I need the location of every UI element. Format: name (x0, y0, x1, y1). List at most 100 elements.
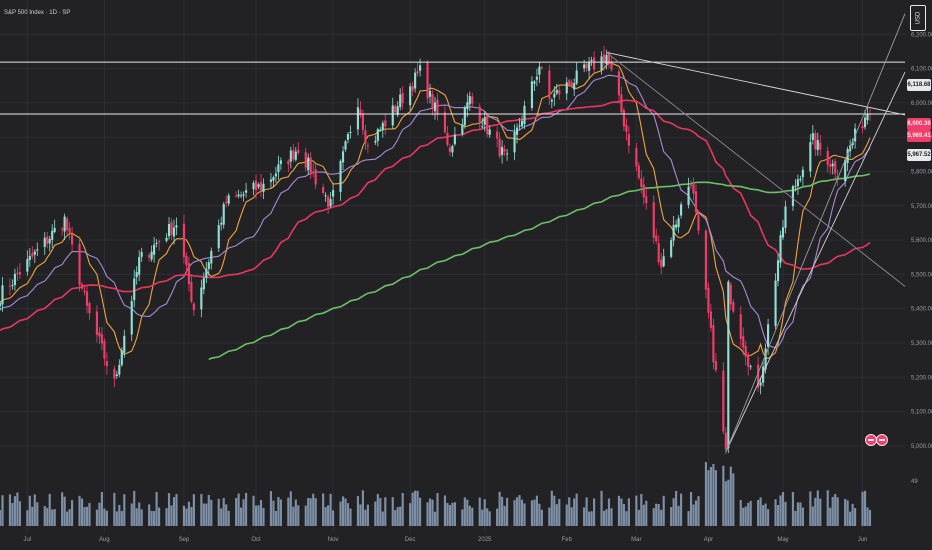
candle-body (478, 106, 481, 124)
candle-body (635, 148, 638, 167)
candle-body (767, 324, 770, 347)
volume-bar (466, 499, 469, 526)
volume-bar (262, 507, 265, 526)
candle-body (269, 179, 273, 182)
price-tick-label: 6,000.00 (911, 101, 932, 107)
price-tick-label: 5,600.00 (911, 238, 932, 244)
candle-body (384, 120, 387, 127)
candle-body (506, 153, 509, 155)
volume-label: 49 (911, 479, 918, 485)
alert-icon[interactable] (865, 434, 877, 446)
candle-body (687, 186, 690, 205)
volume-bar (428, 498, 432, 526)
candle-body (80, 284, 84, 289)
volume-bar (8, 494, 12, 526)
ma-line-50 (0, 99, 871, 332)
candle-body (411, 85, 414, 91)
candle-body (697, 215, 700, 231)
candle-body (78, 243, 81, 285)
volume-bar (732, 473, 735, 526)
candle-body (329, 199, 332, 207)
candle-body (637, 165, 640, 179)
level-label-6118[interactable]: 6,118.68 (907, 79, 931, 91)
candle-body (155, 242, 158, 244)
volume-bar (724, 481, 727, 526)
price-tick-label: 5,100.00 (911, 410, 932, 416)
volume-bar (826, 490, 829, 526)
candle-body (210, 250, 213, 264)
candle-body (814, 133, 817, 150)
candle-body (409, 86, 412, 106)
volume-bar (287, 497, 290, 526)
candle-body (732, 302, 735, 312)
candle-body (202, 278, 205, 290)
candle-body (836, 176, 839, 179)
volume-bar (675, 490, 678, 526)
candle-body (205, 268, 208, 278)
candle-body (18, 271, 21, 275)
volume-bar (225, 504, 228, 526)
candle-body (379, 129, 382, 131)
currency-button[interactable]: USD (910, 5, 926, 31)
volume-bar (175, 494, 178, 526)
candle-body (784, 206, 787, 228)
candle-body (709, 311, 712, 328)
volume-bar (784, 501, 787, 526)
candle-body (153, 244, 156, 255)
candle-body (799, 178, 802, 181)
volume-bar (366, 504, 369, 526)
candle-body (625, 124, 628, 132)
candle-body (677, 218, 680, 227)
volume-bar (553, 495, 556, 526)
candle-body (565, 82, 568, 94)
trendlines[interactable] (0, 13, 906, 453)
candle-body (523, 105, 526, 124)
ma-line-10 (0, 62, 871, 360)
volume-bar (245, 492, 248, 526)
volume-bar (411, 492, 414, 526)
volume-bar (80, 498, 84, 526)
candle-body (361, 114, 364, 131)
volume-bar (866, 507, 869, 526)
candle-body (85, 291, 89, 306)
volume-bar (165, 508, 168, 526)
candle-body (533, 81, 536, 84)
level-label-6000[interactable]: 6,000.36 (907, 118, 931, 130)
candle-body (71, 233, 74, 245)
candle-body (235, 195, 238, 197)
volume-bar (123, 494, 126, 526)
volume-bar (506, 497, 509, 526)
candle-body (192, 303, 195, 311)
candle-body (428, 90, 432, 97)
volume-bar (416, 490, 419, 526)
volume-bar (309, 498, 312, 526)
volume-bar (774, 499, 777, 526)
candle-body (103, 341, 106, 359)
price-tick-label: 5,200.00 (911, 375, 932, 381)
volume-bar (689, 492, 693, 526)
candle-body (48, 238, 51, 244)
candle-body (8, 285, 12, 287)
level-label-5969[interactable]: 5,969.41 (907, 130, 931, 142)
alert-icon[interactable] (876, 434, 888, 446)
candle-body (287, 160, 290, 165)
volume-bar (816, 490, 819, 526)
candle-body (826, 150, 829, 166)
candle-body (729, 284, 732, 305)
volume-bar (645, 500, 648, 526)
candle-body (31, 253, 34, 257)
candle-body (426, 62, 429, 99)
volume-bar (130, 503, 133, 526)
time-tick-label: Oct (251, 537, 261, 543)
volume-bar (814, 497, 817, 526)
volume-bar (150, 510, 153, 526)
volume-bar (481, 509, 484, 526)
volume-bar (66, 511, 69, 526)
candle-body (607, 54, 611, 64)
volume-bar (515, 497, 519, 526)
level-label-5967[interactable]: 5,967.52 (907, 149, 931, 161)
volume-bar (496, 508, 499, 526)
candle-body (68, 227, 71, 233)
